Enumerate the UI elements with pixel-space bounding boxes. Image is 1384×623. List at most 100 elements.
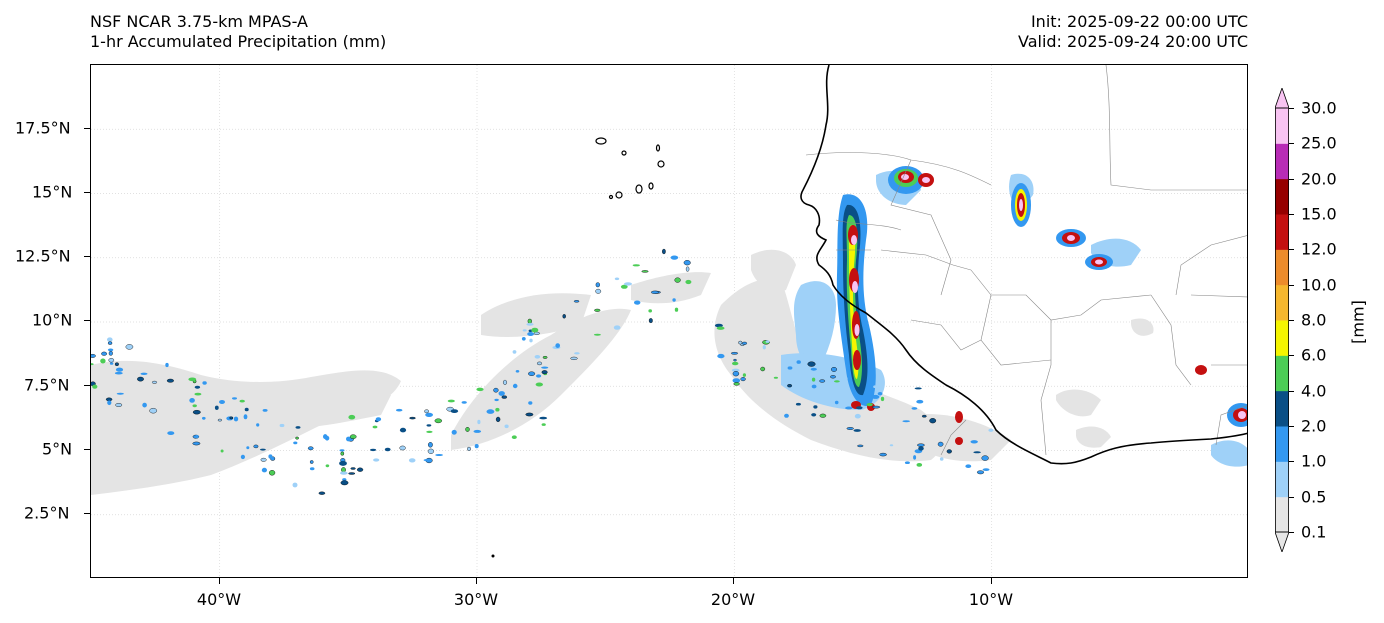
precip-cell [202,416,206,420]
precip-cell [614,277,620,281]
precip-cell [295,426,301,429]
colorbar-tick [1289,426,1294,427]
precip-cell [348,414,356,420]
precip-cell [922,414,927,418]
precip-cell [871,394,880,399]
precip-cell [982,468,990,471]
precip-cell [853,429,861,432]
precip-cell [501,395,507,399]
precip-cell [409,416,416,420]
precip-cell [873,385,877,389]
precip-cell [742,341,748,345]
precip-cell [795,402,801,406]
precip-cell [188,377,197,382]
precip-cell [477,419,481,425]
lon-label: 30°W [453,590,499,609]
precip-cell [555,343,560,348]
precip-cell [946,449,952,454]
precip-cell [740,377,746,382]
precip-cell [528,401,533,405]
precip-cell [467,446,471,451]
precip-cell [662,248,666,255]
precip-cell [916,399,924,404]
precip-cell [651,290,659,294]
precip-cell [260,448,266,451]
precip-cell [593,333,601,336]
precip-cell [536,374,542,378]
lat-tick [84,449,90,450]
precip-cell [107,348,114,352]
precip-cell [217,418,222,422]
precip-cell [476,387,484,392]
precip-cell [100,358,106,364]
precip-cell [537,361,543,366]
precip-cell [348,472,356,475]
precip-cell [427,442,433,448]
precip-cell [787,384,792,388]
precip-cell [318,491,326,495]
colorbar-segment [1275,143,1289,180]
precip-cell [142,402,147,408]
precip-cell [670,255,679,260]
precip-cell [292,482,298,488]
colorbar-extend-min [1275,531,1289,552]
precip-cell [939,457,944,461]
precip-cell [253,444,259,449]
lon-tick [476,578,477,584]
precip-cell [880,396,885,402]
precip-cell [91,354,96,358]
precip-cell [140,372,148,375]
colorbar-tick-label: 30.0 [1301,98,1337,118]
colorbar-segment [1275,249,1289,286]
precip-cell [498,391,505,396]
colorbar-tick-label: 8.0 [1301,310,1327,330]
precip-cell [108,358,115,363]
precip-cell [339,460,347,466]
colorbar-segment [1275,496,1289,533]
precip-cell [830,375,836,379]
precip-cell [648,318,653,324]
precip-cell [116,392,124,395]
precip-cell [309,467,315,471]
colorbar-tick-label: 25.0 [1301,133,1337,153]
precip-cell [574,352,580,355]
colorbar-frame [1275,107,1289,533]
precip-cell [866,403,873,407]
precip-cell [114,371,123,375]
precip-cell [965,464,972,469]
precip-cell [269,470,276,476]
precip-cores [836,166,1247,445]
lat-tick [84,385,90,386]
precip-cell [324,435,330,441]
precip-cell [541,370,548,375]
init-time: Init: 2025-09-22 00:00 UTC [1030,12,1248,31]
precip-cell [261,467,267,473]
precip-cell [831,366,838,372]
precip-cell [674,307,679,312]
precip-cell [981,455,989,461]
precip-cell [149,408,158,414]
precip-cell [512,383,518,389]
precip-cell [913,455,917,460]
precip-cell [399,445,406,451]
map-panel[interactable] [90,64,1248,578]
precip-cell [733,358,737,362]
lat-label: 5°N [42,439,73,459]
colorbar-tick [1289,532,1294,533]
precip-cell [435,454,443,456]
precip-cell [522,329,527,332]
precip-cell [192,441,201,446]
precip-cell [243,414,248,420]
precip-cell [534,355,541,359]
precip-cell [854,413,861,419]
precip-cell [295,436,299,440]
precip-cell [918,446,924,451]
precip-cell [889,444,894,447]
precip-cell [396,408,403,412]
precip-scattered-cells [91,248,994,495]
precip-cell [115,367,124,372]
precip-cell [309,460,314,464]
precip-cell [426,430,433,433]
precip-cell [346,436,352,442]
precip-cell [293,441,298,445]
